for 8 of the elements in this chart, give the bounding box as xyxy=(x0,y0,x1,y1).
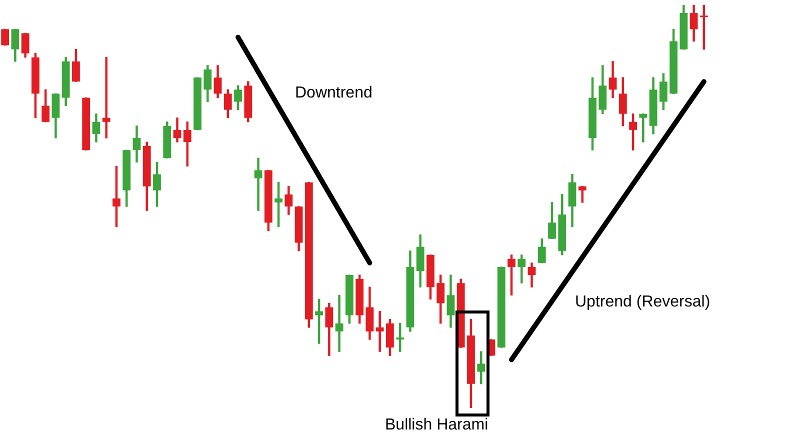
annotation: Uptrend (Reversal) xyxy=(575,293,710,310)
candlestick xyxy=(335,294,344,352)
candlestick xyxy=(254,158,262,211)
text: Bullish Harami xyxy=(385,416,488,434)
candlestick xyxy=(639,113,648,142)
annotation: Downtrend xyxy=(295,84,372,102)
candlestick xyxy=(376,310,384,352)
candlestick xyxy=(102,57,110,138)
